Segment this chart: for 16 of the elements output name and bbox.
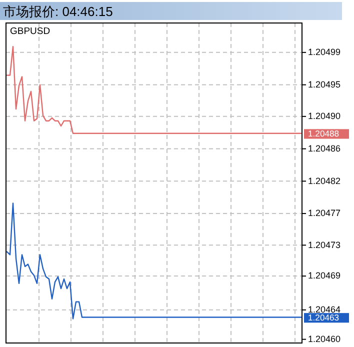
y-tick-label: 1.20477	[308, 208, 341, 218]
y-tick-label: 1.20486	[308, 143, 341, 154]
chart-title: 市场报价: 04:46:15	[3, 4, 113, 19]
text: 1.20463	[308, 312, 340, 323]
y-tick-label: 1.20464	[308, 304, 341, 314]
chart-subtitle: GBPUSD	[10, 26, 50, 37]
line-series	[6, 46, 302, 134]
y-tick-label: 1.20469	[308, 270, 341, 281]
y-tick-label: 1.20460	[308, 334, 341, 344]
y-tick-label: 1.20495	[308, 79, 341, 90]
line-series	[6, 202, 302, 320]
y-tick-label: 1.20473	[308, 240, 341, 250]
text: 1.20488	[308, 128, 340, 139]
y-tick-label: 1.20482	[308, 176, 341, 186]
y-tick-label: 1.20499	[308, 47, 341, 58]
y-tick-label: 1.20490	[308, 111, 341, 122]
